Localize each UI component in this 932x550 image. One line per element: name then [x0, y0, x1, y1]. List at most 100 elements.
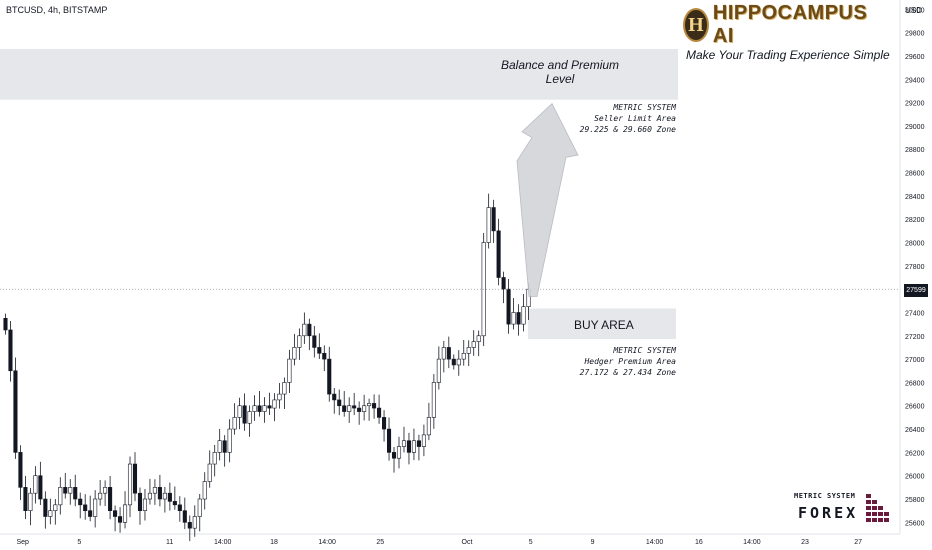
brand-name: HIPPOCAMPUS AI	[712, 2, 868, 47]
candle-down	[157, 487, 162, 500]
candle-up	[197, 498, 202, 517]
x-tick-label: 14:00	[646, 539, 664, 546]
candle-up	[282, 382, 287, 395]
candle-down	[78, 498, 83, 506]
y-tick-label: 26800	[905, 380, 925, 387]
seller-note-line-3: 29.225 & 29.660 Zone	[579, 125, 676, 134]
candle-down	[108, 487, 113, 511]
candle-up	[511, 312, 516, 325]
candle-up	[202, 481, 207, 500]
candle-down	[357, 407, 362, 412]
seller-limit-note: METRIC SYSTEM Seller Limit Area 29.225 &…	[580, 102, 676, 135]
x-tick-label: 14:00	[214, 539, 232, 546]
candle-down	[386, 428, 392, 453]
hedger-note-line-3: 27.172 & 27.434 Zone	[579, 368, 676, 377]
x-tick-label: 16	[695, 539, 703, 546]
candle-up	[147, 492, 152, 500]
candle-up	[53, 504, 58, 511]
candle-down	[391, 452, 397, 459]
x-tick-label: 9	[591, 539, 595, 546]
candle-down	[73, 487, 78, 500]
candle-down	[222, 440, 227, 453]
y-tick-label: 29400	[905, 77, 925, 84]
y-tick-label: 28800	[905, 147, 925, 154]
candle-down	[416, 440, 421, 447]
metric-system-forex-watermark: METRIC SYSTEM FOREX	[794, 492, 894, 524]
candle-up	[476, 335, 481, 342]
candle-up	[277, 393, 282, 401]
x-tick-label: 23	[801, 539, 809, 546]
y-tick-label: 29800	[905, 31, 925, 38]
buy-zone	[528, 308, 676, 340]
candle-up	[207, 463, 212, 482]
candle-up	[401, 440, 407, 447]
candle-down	[18, 452, 23, 488]
y-tick-label: 27800	[905, 264, 925, 271]
candle-up	[28, 492, 33, 511]
candle-up	[411, 440, 416, 453]
x-tick-label: 5	[529, 539, 533, 546]
hedger-note-line-2: Hedger Premium Area	[584, 357, 676, 366]
candle-down	[187, 522, 192, 529]
y-tick-label: 29000	[905, 124, 925, 131]
candle-down	[43, 498, 48, 517]
watermark-top-text: METRIC SYSTEM	[794, 492, 856, 500]
premium-title-line-2: Level	[545, 72, 575, 86]
candle-down	[352, 405, 357, 409]
candle-down	[267, 405, 272, 409]
x-tick-label: 14:00	[743, 539, 761, 546]
y-tick-label: 28000	[905, 241, 925, 248]
candle-up	[297, 335, 302, 348]
brand-mark: H	[683, 8, 709, 42]
hedger-premium-note: METRIC SYSTEM Hedger Premium Area 27.172…	[580, 345, 676, 378]
candle-down	[501, 277, 506, 290]
candle-up	[98, 492, 103, 500]
premium-title-line-1: Balance and Premium	[500, 58, 620, 72]
candle-up	[521, 306, 526, 325]
candle-up	[436, 358, 441, 383]
candle-down	[377, 407, 382, 418]
y-tick-label: 28200	[905, 217, 925, 224]
premium-zone	[0, 48, 678, 100]
candle-up	[471, 341, 476, 348]
candle-down	[167, 492, 172, 502]
candle-down	[118, 516, 123, 523]
brand-logo: H HIPPOCAMPUS AI	[683, 2, 893, 47]
candle-up	[48, 510, 53, 517]
candle-up	[152, 487, 157, 494]
candle-up	[217, 440, 222, 453]
bars-logo-icon	[866, 494, 889, 522]
candle-down	[451, 358, 456, 366]
candle-up	[302, 323, 307, 337]
candle-down	[372, 403, 377, 409]
x-tick-label: 27	[854, 539, 862, 546]
candle-up	[247, 411, 252, 424]
candle-up	[486, 207, 491, 243]
candle-up	[68, 487, 73, 494]
y-tick-label: 26000	[905, 474, 925, 481]
candle-up	[122, 504, 128, 523]
symbol-header[interactable]: BTCUSD, 4h, BITSTAMP	[6, 5, 108, 15]
candle-down	[446, 347, 451, 360]
candle-up	[127, 463, 133, 506]
y-tick-label: 25600	[905, 520, 925, 527]
y-tick-label: 26400	[905, 427, 925, 434]
buy-area-label: BUY AREA	[574, 318, 634, 332]
candle-down	[132, 463, 138, 494]
candle-down	[257, 405, 262, 412]
watermark-main-text: FOREX	[798, 504, 859, 522]
y-tick-label: 29200	[905, 101, 925, 108]
seller-note-line-1: METRIC SYSTEM	[613, 103, 676, 112]
candle-up	[421, 434, 426, 447]
candle-down	[88, 510, 93, 517]
candle-up	[237, 405, 242, 418]
y-tick-label: 28400	[905, 194, 925, 201]
candle-down	[317, 347, 322, 354]
candle-up	[232, 417, 237, 430]
candle-down	[332, 393, 337, 401]
seller-note-line-2: Seller Limit Area	[594, 114, 676, 123]
x-tick-label: Oct	[462, 539, 473, 546]
candle-down	[113, 510, 118, 517]
y-tick-label: 27000	[905, 357, 925, 364]
